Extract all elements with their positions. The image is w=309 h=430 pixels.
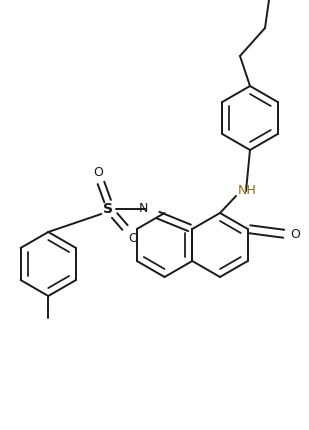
Text: O: O xyxy=(128,233,138,246)
Text: N: N xyxy=(139,203,148,215)
Text: O: O xyxy=(291,227,301,240)
Text: O: O xyxy=(93,166,103,178)
Text: NH: NH xyxy=(238,184,257,197)
Text: S: S xyxy=(103,202,113,216)
